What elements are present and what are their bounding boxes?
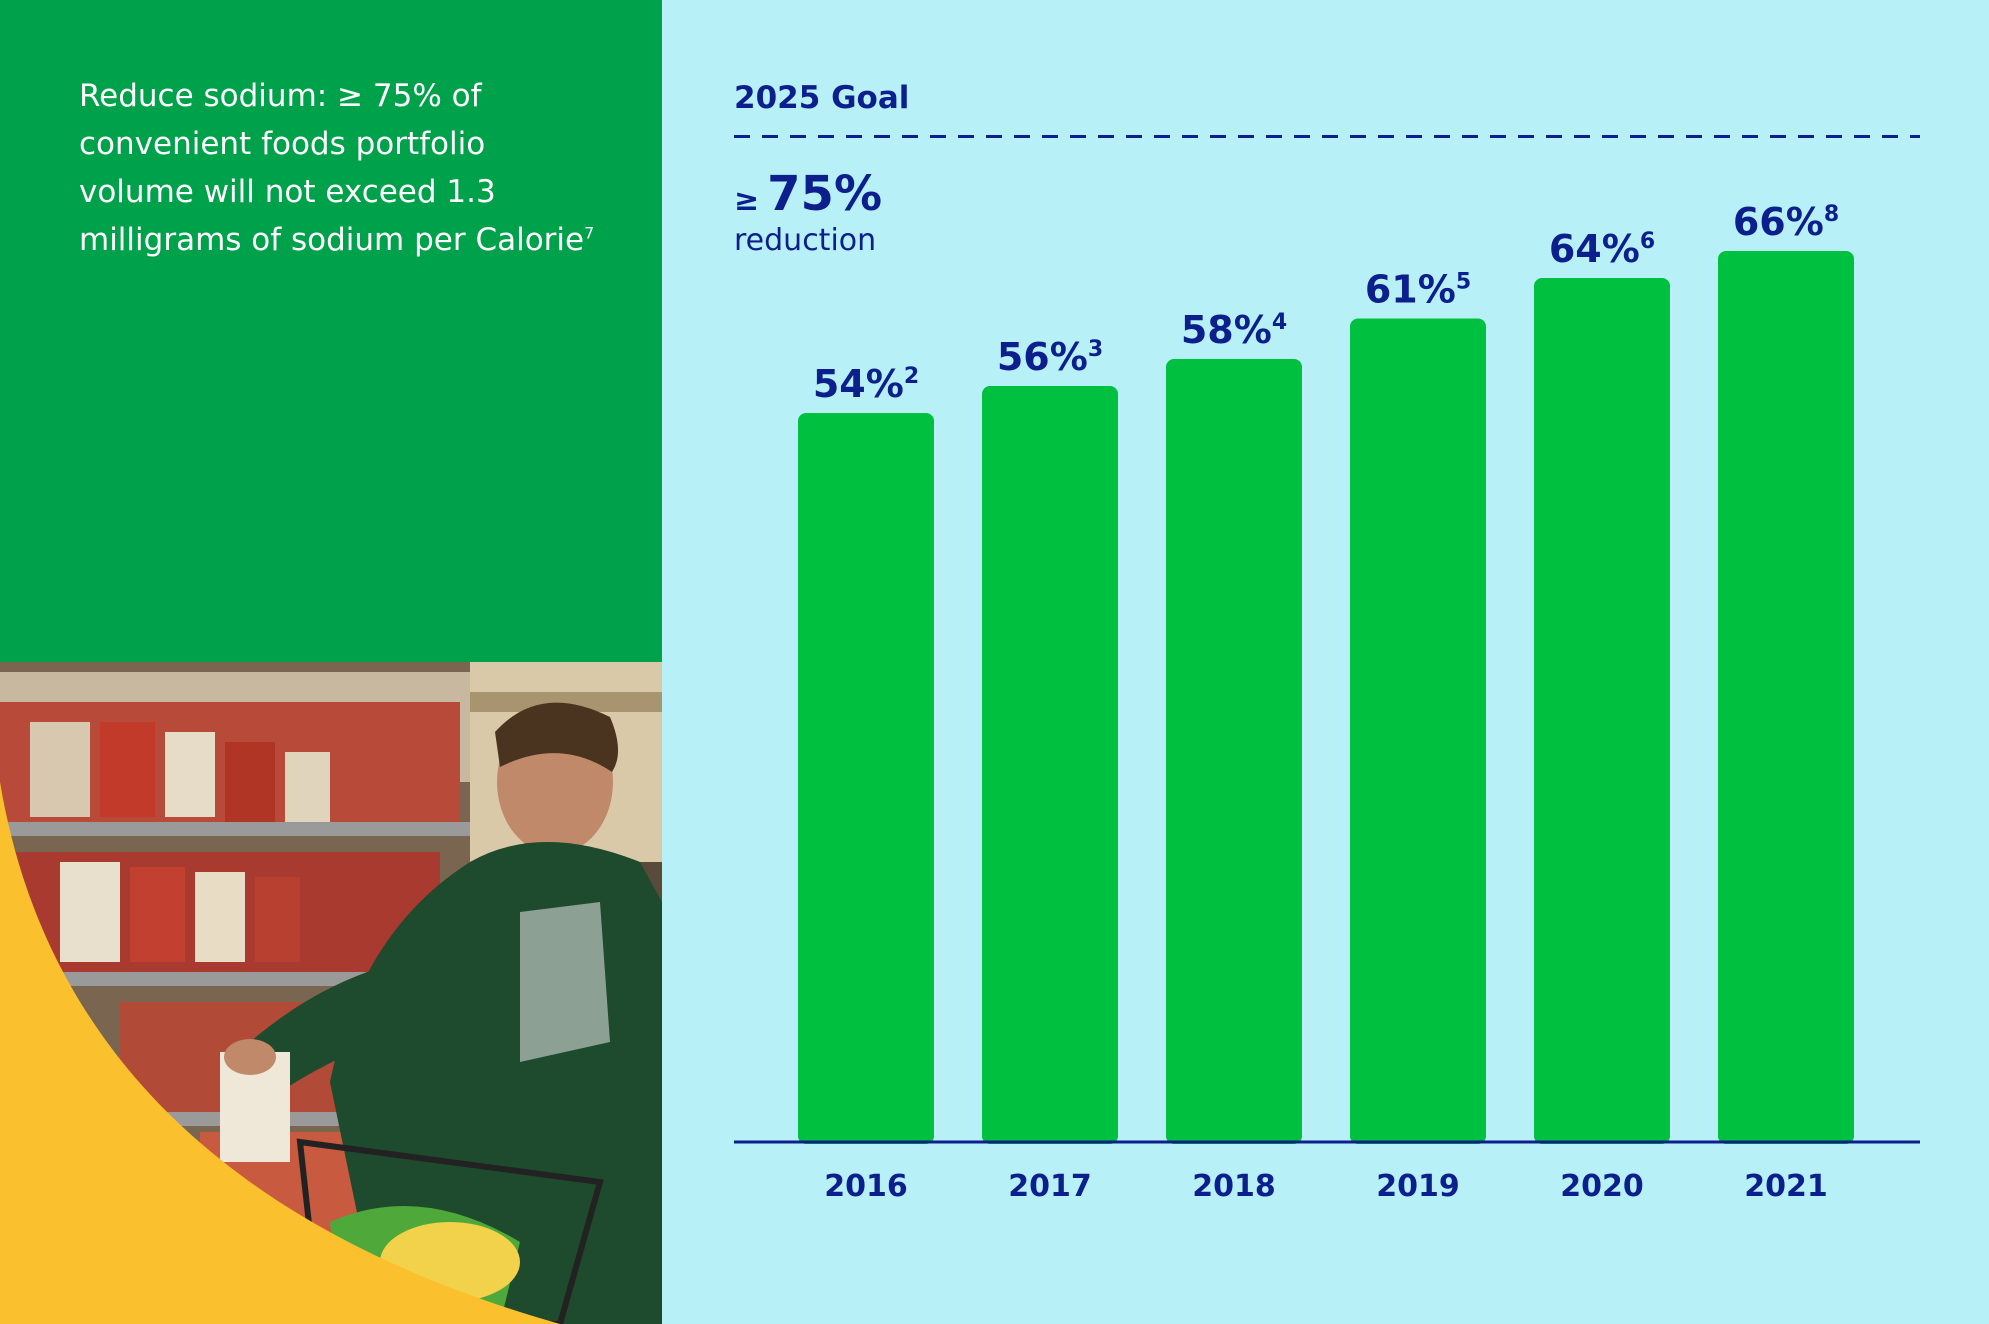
goal-percentage: 75% xyxy=(767,166,882,222)
bar-value-label-2016: 54%2 xyxy=(813,362,919,406)
bar-footnote-2020: 6 xyxy=(1640,229,1655,254)
bar-value-label-2020: 64%6 xyxy=(1549,227,1655,271)
goal-value: ≥75% xyxy=(734,166,882,222)
bar-value-2016: 54% xyxy=(813,362,904,406)
x-axis-ticks-group: 2016 2017 2018 2019 2020 2021 xyxy=(824,1169,1828,1204)
bar-value-2021: 66% xyxy=(1733,200,1824,244)
goal-subtitle: reduction xyxy=(734,223,876,258)
bar-value-2017: 56% xyxy=(997,335,1088,379)
goal-description-footnote: 7 xyxy=(584,223,595,243)
bar-chart: 2025 Goal ≥75% reduction 54%2 56%3 58%4 61%… xyxy=(734,80,1920,1204)
bar-2020 xyxy=(1534,278,1670,1144)
chart-panel: 2025 Goal ≥75% reduction 54%2 56%3 58%4 61%… xyxy=(662,0,1989,1324)
bar-2019 xyxy=(1350,318,1486,1144)
bar-2017 xyxy=(982,386,1118,1144)
bar-footnote-2017: 3 xyxy=(1088,337,1103,362)
bar-value-2018: 58% xyxy=(1181,308,1272,352)
bar-value-2019: 61% xyxy=(1365,268,1456,312)
bar-footnote-2016: 2 xyxy=(904,364,919,389)
goal-description: Reduce sodium: ≥ 75% of convenient foods… xyxy=(79,72,599,264)
bar-footnote-2019: 5 xyxy=(1456,270,1471,295)
x-tick-2018: 2018 xyxy=(1192,1169,1276,1204)
goal-description-text: Reduce sodium: ≥ 75% of convenient foods… xyxy=(79,78,585,258)
bar-labels-group: 54%2 56%3 58%4 61%5 64%6 66%8 xyxy=(813,200,1839,406)
bar-2016 xyxy=(798,413,934,1144)
bar-value-label-2019: 61%5 xyxy=(1365,268,1471,312)
x-tick-2020: 2020 xyxy=(1560,1169,1644,1204)
x-tick-2019: 2019 xyxy=(1376,1169,1460,1204)
shopper-photo xyxy=(0,662,662,1324)
goal-symbol: ≥ xyxy=(734,183,759,218)
bar-value-2020: 64% xyxy=(1549,227,1640,271)
x-tick-2017: 2017 xyxy=(1008,1169,1092,1204)
bar-footnote-2018: 4 xyxy=(1272,310,1287,335)
goal-description-panel: Reduce sodium: ≥ 75% of convenient foods… xyxy=(0,0,662,662)
x-tick-2016: 2016 xyxy=(824,1169,908,1204)
bar-value-label-2017: 56%3 xyxy=(997,335,1103,379)
bar-value-label-2021: 66%8 xyxy=(1733,200,1839,244)
bars-group xyxy=(798,251,1854,1144)
bar-2021 xyxy=(1718,251,1854,1144)
bar-value-label-2018: 58%4 xyxy=(1181,308,1287,352)
x-tick-2021: 2021 xyxy=(1744,1169,1828,1204)
shopper-photo-illustration xyxy=(0,662,662,1324)
bar-footnote-2021: 8 xyxy=(1824,202,1839,227)
goal-title: 2025 Goal xyxy=(734,80,909,116)
bar-2018 xyxy=(1166,359,1302,1144)
